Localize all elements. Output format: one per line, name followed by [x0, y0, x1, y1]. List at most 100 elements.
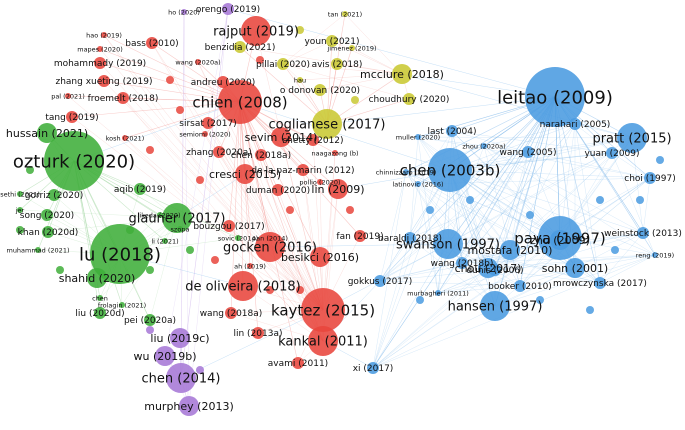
node-besikci-2016[interactable] — [310, 247, 330, 267]
node-murbagheri-2011[interactable] — [435, 290, 441, 296]
node-gorriz-2020[interactable] — [48, 189, 60, 201]
node-muller-2020[interactable] — [415, 134, 421, 140]
node-wang-2018a[interactable] — [225, 307, 237, 319]
node-mrowczynska-2017[interactable] — [594, 277, 606, 289]
node-murphey-2013[interactable] — [179, 396, 199, 416]
node-benzidia-2021[interactable] — [234, 41, 246, 53]
node-sovic-2014[interactable] — [235, 235, 241, 241]
node-reng-2019[interactable] — [652, 252, 658, 258]
node-li-2021[interactable] — [162, 238, 168, 244]
node-hau[interactable] — [297, 77, 303, 83]
node-song-2020[interactable] — [41, 209, 53, 221]
node-chen-2014[interactable] — [166, 363, 196, 393]
node-froemelt-2018[interactable] — [117, 92, 129, 104]
node-hao-2019[interactable] — [101, 32, 107, 38]
node-sirsat-2017[interactable] — [202, 117, 214, 129]
node-pollio-2020[interactable] — [317, 179, 323, 185]
node-aqib-2019[interactable] — [134, 183, 146, 195]
node-choudhury-2020[interactable] — [403, 93, 415, 105]
node-shetty-2012[interactable] — [307, 134, 319, 146]
node-last-2004[interactable] — [446, 125, 458, 137]
node-chen-2003b[interactable] — [428, 148, 472, 192]
node-jimenez-2019[interactable] — [349, 45, 355, 51]
node-mapes-2020[interactable] — [97, 46, 103, 52]
node-avis-2018[interactable] — [331, 58, 343, 70]
node-orengo-2019[interactable] — [222, 3, 234, 15]
node-liu-2020d[interactable] — [94, 307, 106, 319]
node-pal-2021[interactable] — [65, 93, 71, 99]
node-zhang-xueting-2019[interactable] — [98, 75, 110, 87]
node-wang-2020a[interactable] — [195, 59, 201, 65]
node-bass-2010[interactable] — [146, 37, 158, 49]
node-sethi-2021[interactable] — [17, 191, 23, 197]
node-mcclure-2018[interactable] — [392, 64, 412, 84]
node-mostafa-2010[interactable] — [500, 240, 520, 260]
node-zhou-2020a[interactable] — [481, 143, 487, 149]
node-sohn-2001[interactable] — [565, 258, 585, 278]
node-ah-2019[interactable] — [247, 263, 253, 269]
node-chien-2008[interactable] — [218, 80, 262, 124]
node-hussain-2021[interactable] — [37, 123, 57, 143]
node-pillai-2020[interactable] — [277, 58, 289, 70]
node-tan-2021[interactable] — [342, 11, 348, 17]
node-zhang-2020a[interactable] — [213, 146, 225, 158]
node-coglianese-2017[interactable] — [312, 109, 342, 139]
node-lin-2009[interactable] — [328, 179, 348, 199]
node-o-donovan-2020[interactable] — [314, 84, 326, 96]
node-andreu-2020[interactable] — [217, 76, 229, 88]
node-swanson-1997[interactable] — [433, 229, 463, 259]
node-shahid-2020[interactable] — [87, 268, 107, 288]
node-wang-2005[interactable] — [522, 146, 534, 158]
node-dunis-2006[interactable] — [489, 264, 501, 276]
node-pan-2014[interactable] — [267, 235, 273, 241]
node-hansen-1997[interactable] — [480, 291, 510, 321]
node-chen-2018a[interactable] — [255, 149, 267, 161]
node-chinnizzaro-2019[interactable] — [403, 169, 409, 175]
node-booker-2010[interactable] — [514, 280, 526, 292]
node-chen[interactable] — [97, 295, 103, 301]
node-bouzgou-2017[interactable] — [223, 220, 235, 232]
node-zhu-2009[interactable] — [550, 230, 570, 250]
node-latinovic-2016[interactable] — [415, 181, 421, 187]
node-glauner-2017[interactable] — [162, 203, 192, 233]
node-narahari-2005[interactable] — [569, 118, 581, 130]
node-semiomi-2020[interactable] — [202, 131, 208, 137]
node-pei-2020a[interactable] — [144, 314, 156, 326]
node-kankal-2011[interactable] — [308, 326, 338, 356]
node-liu-2019c[interactable] — [170, 328, 190, 348]
node-sevim-2014[interactable] — [271, 127, 291, 147]
node-szopa[interactable] — [177, 226, 183, 232]
node-de-la-paz-marin-2012[interactable] — [297, 164, 309, 176]
node-cresci-2015[interactable] — [235, 164, 255, 184]
node-naagazong-b[interactable] — [332, 150, 338, 156]
node-leitao-2009[interactable] — [525, 67, 585, 127]
node-baraldi-2018[interactable] — [404, 232, 416, 244]
node-xi-2017[interactable] — [367, 362, 379, 374]
node-choi-1997[interactable] — [644, 172, 656, 184]
node-ozturk-2020[interactable] — [44, 131, 104, 191]
node-khan-2020d[interactable] — [42, 226, 54, 238]
node-fan-2019[interactable] — [354, 230, 366, 242]
node-mohammady-2019[interactable] — [94, 57, 106, 69]
node-jer[interactable] — [17, 207, 23, 213]
node-kaytez-2015[interactable] — [301, 288, 345, 332]
node-ho-2020[interactable] — [181, 9, 187, 15]
node-lin-2013a[interactable] — [252, 327, 264, 339]
node-wu-2019b[interactable] — [155, 346, 175, 366]
node-gocken-2016[interactable] — [255, 232, 285, 262]
node-de-oliveira-2018[interactable] — [228, 271, 258, 301]
node-weinstock-2013[interactable] — [637, 227, 649, 239]
node-pratt-2015[interactable] — [617, 123, 647, 153]
node-avami-2011[interactable] — [292, 357, 304, 369]
node-lu-2018[interactable] — [90, 224, 150, 284]
node-gokkus-2017[interactable] — [374, 275, 386, 287]
node-youn-2021[interactable] — [326, 35, 338, 47]
node-ikeda-2020[interactable] — [157, 212, 163, 218]
node-muhammad-2021[interactable] — [35, 247, 41, 253]
node-wang-2018b[interactable] — [456, 257, 468, 269]
node-frolagin-2021[interactable] — [119, 302, 125, 308]
node-tang-2019[interactable] — [66, 111, 78, 123]
node-duman-2020[interactable] — [272, 184, 284, 196]
node-rajput-2019[interactable] — [241, 16, 271, 46]
node-yuan-2009[interactable] — [606, 147, 618, 159]
